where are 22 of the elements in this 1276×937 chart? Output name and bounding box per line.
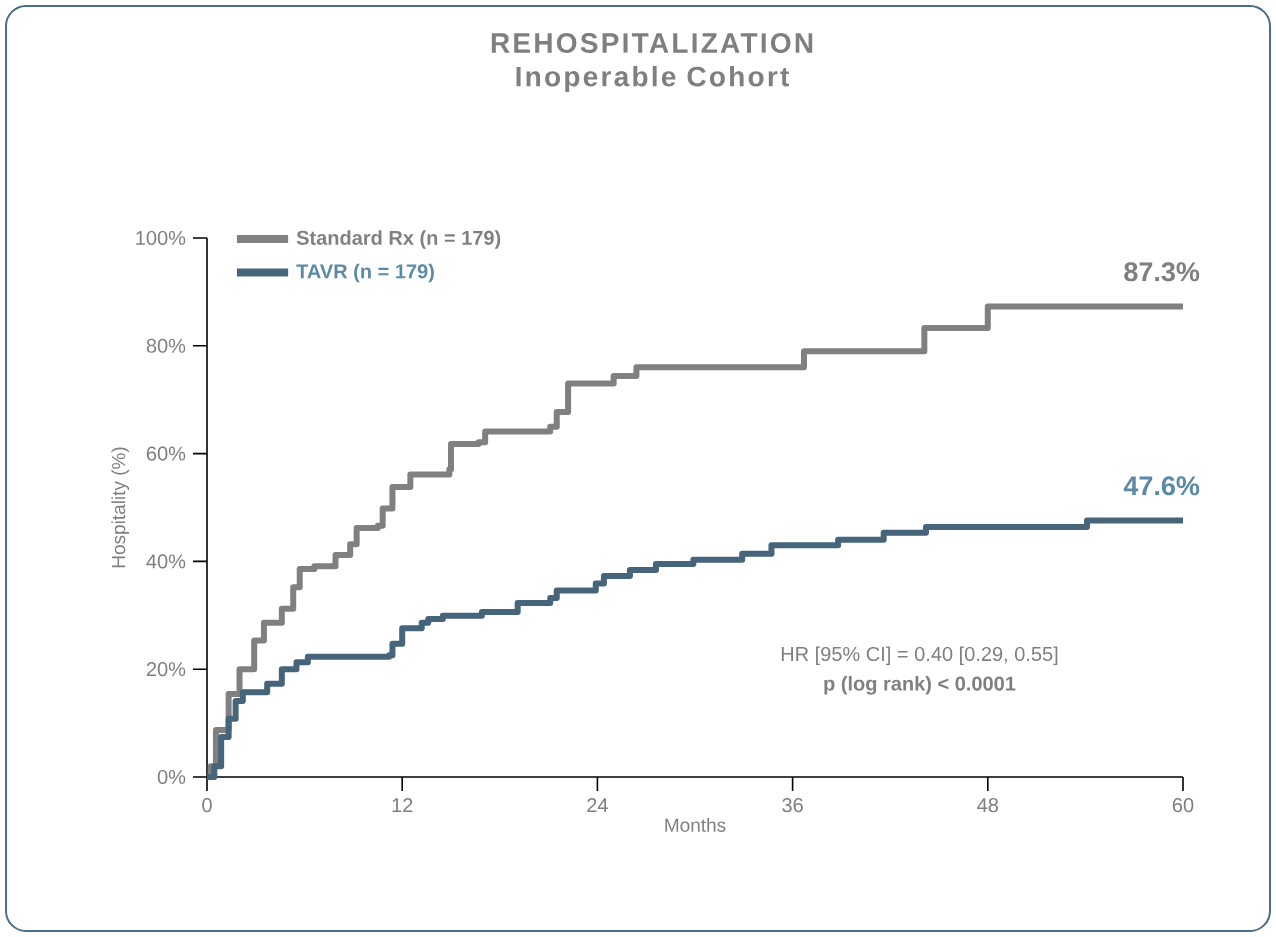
annotation: p (log rank) < 0.0001 [824, 675, 1016, 695]
y-tick-label: 80% [146, 338, 186, 353]
y-tick-label: 60% [146, 446, 186, 461]
y-tick-label: 100% [136, 230, 186, 246]
x-tick-label: 48 [977, 798, 999, 813]
annotation: 47.6% [1123, 476, 1200, 496]
x-tick-label: 0 [202, 798, 212, 813]
y-axis-title: Hospitality (%) [111, 447, 130, 568]
x-tick-label: 24 [587, 798, 608, 813]
x-axis-title: Months [665, 817, 726, 832]
annotation: HR [95% CI] = 0.40 [0.29, 0.55] [781, 646, 1058, 666]
x-tick-label: 36 [782, 798, 803, 813]
y-tick-label: 40% [146, 554, 186, 569]
x-tick-label: 60 [1172, 798, 1194, 813]
y-tick-label: 0% [157, 769, 186, 785]
legend-label: Standard Rx (n = 179) [296, 230, 501, 249]
chart-title: REHOSPITALIZATION [491, 33, 813, 53]
chart-subtitle: Inoperable Cohort [516, 65, 789, 93]
x-tick-label: 12 [392, 798, 413, 813]
annotation: 87.3% [1124, 262, 1200, 282]
y-tick-label: 20% [146, 662, 186, 677]
legend-label: TAVR (n = 179) [296, 263, 434, 283]
